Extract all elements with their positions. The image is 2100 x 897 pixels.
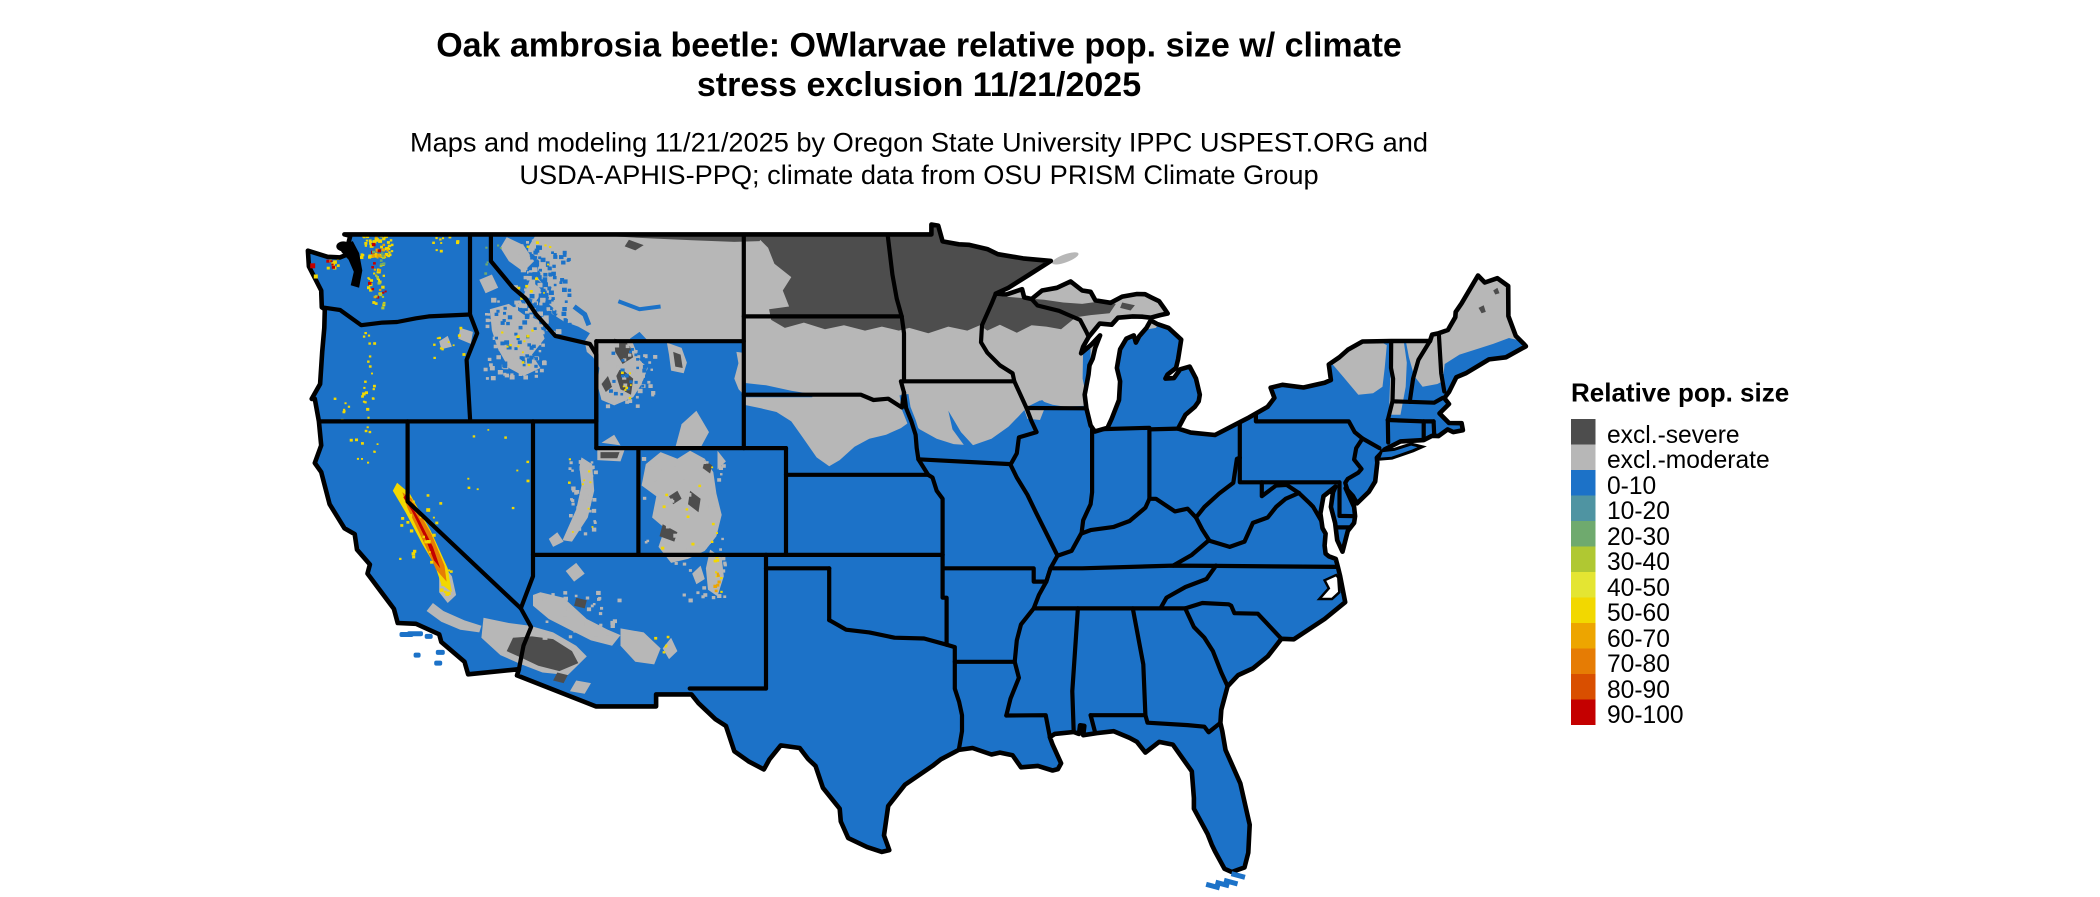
svg-text:10-20: 10-20: [1607, 498, 1670, 525]
svg-text:90-100: 90-100: [1607, 702, 1684, 729]
svg-text:60-70: 60-70: [1607, 626, 1670, 653]
svg-text:50-60: 50-60: [1607, 600, 1670, 627]
svg-text:0-10: 0-10: [1607, 473, 1656, 500]
svg-text:Oak ambrosia beetle: OWlarvae: Oak ambrosia beetle: OWlarvae relative p…: [436, 27, 1402, 65]
svg-text:20-30: 20-30: [1607, 524, 1670, 551]
svg-text:excl.-severe: excl.-severe: [1607, 422, 1740, 449]
svg-text:80-90: 80-90: [1607, 677, 1670, 704]
svg-text:40-50: 40-50: [1607, 575, 1670, 602]
svg-text:USDA-APHIS-PPQ; climate data f: USDA-APHIS-PPQ; climate data from OSU PR…: [519, 159, 1318, 190]
svg-text:Relative pop. size: Relative pop. size: [1571, 378, 1789, 408]
svg-text:30-40: 30-40: [1607, 549, 1670, 576]
svg-text:stress exclusion 11/21/2025: stress exclusion 11/21/2025: [697, 66, 1141, 104]
svg-text:Maps and modeling 11/21/2025 b: Maps and modeling 11/21/2025 by Oregon S…: [410, 127, 1428, 158]
svg-text:70-80: 70-80: [1607, 651, 1670, 678]
svg-text:excl.-moderate: excl.-moderate: [1607, 447, 1770, 474]
